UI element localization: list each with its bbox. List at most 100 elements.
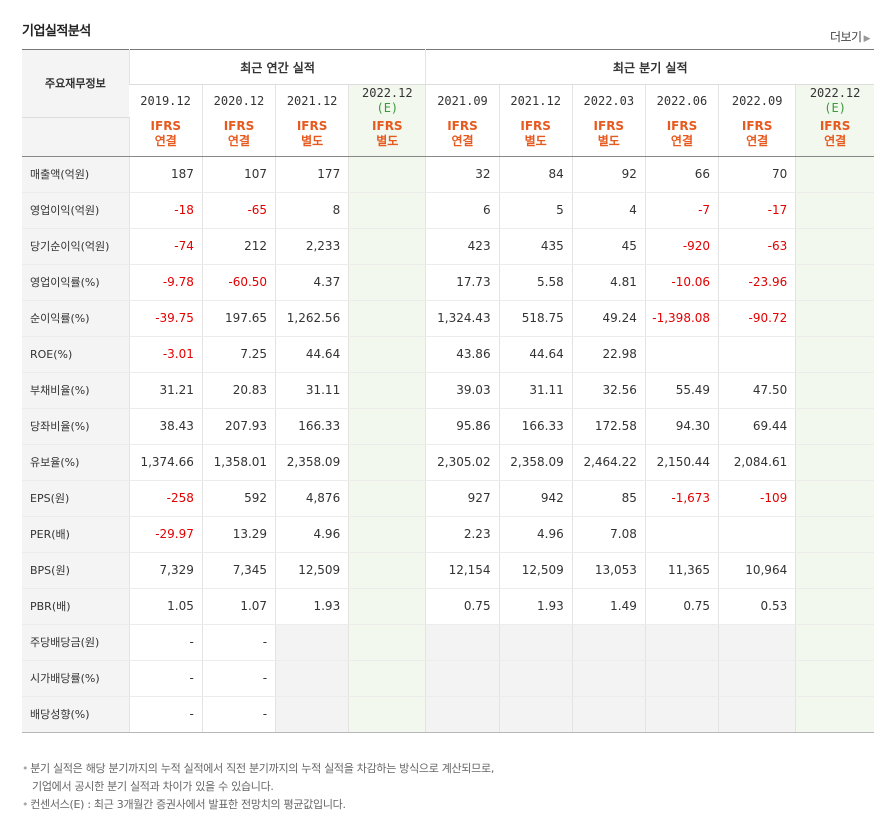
table-cell [348,444,426,481]
row-label: 배당성향(%) [22,696,130,733]
table-cell [795,479,874,517]
table-cell [425,660,500,697]
table-cell [348,479,426,517]
section-title: 기업실적분석 [22,24,91,39]
period-date-9: 2022.12 (E) [795,84,874,117]
table-cell: 32.56 [571,371,646,409]
table-cell: 2,464.22 [571,444,646,481]
table-cell: 39.03 [425,371,500,409]
row-label: ROE(%) [22,336,130,373]
table-cell [498,696,573,733]
table-cell [795,156,874,193]
table-cell [795,408,874,445]
period-date-1: 2020.12 [201,84,276,117]
row-label: BPS(원) [22,552,130,589]
table-cell: 7.25 [201,336,276,373]
table-cell [718,336,796,373]
table-cell: - [201,660,276,697]
table-cell: 13.29 [201,516,276,553]
table-cell: - [201,696,276,733]
table-cell: 12,154 [425,552,500,589]
table-cell [644,660,719,697]
period-basis-0: IFRS 연결 [128,117,203,157]
table-cell: 4 [571,192,646,229]
row-label: 영업이익(억원) [22,192,130,229]
table-cell: 1.07 [201,588,276,625]
table-row: 부채비율(%) 31.21 20.83 31.11 39.03 31.11 32.56 55.… [22,371,874,409]
table-cell: 70 [718,156,796,193]
table-cell [644,696,719,733]
table-cell [348,552,426,589]
table-cell: 85 [571,479,646,517]
table-cell: 1,374.66 [128,444,203,481]
table-row: PBR(배) 1.05 1.07 1.93 0.75 1.93 1.49 0.75 0.53 [22,588,874,625]
table-cell [348,696,426,733]
table-cell: -1,673 [644,479,719,517]
row-label: 순이익률(%) [22,300,130,337]
table-cell: 43.86 [425,336,500,373]
period-basis-6: IFRS 별도 [571,117,646,157]
row-label: 매출액(억원) [22,156,130,193]
table-row: 당좌비율(%) 38.43 207.93 166.33 95.86 166.33 172.5… [22,408,874,445]
period-date-4: 2021.09 [425,84,500,117]
table-cell [571,660,646,697]
table-cell [644,336,719,373]
row-label: PBR(배) [22,588,130,625]
table-cell: 12,509 [275,552,349,589]
group-quarter: 최근 분기 실적 [425,49,874,85]
table-cell: 435 [498,228,573,265]
table-cell [718,660,796,697]
table-cell: 38.43 [128,408,203,445]
footnotes: • 분기 실적은 해당 분기까지의 누적 실적에서 직전 분기까지의 누적 실적을… [22,760,494,814]
table-cell: 592 [201,479,276,517]
table-cell: 7,329 [128,552,203,589]
estimate-mark: (E) [376,101,399,115]
table-cell: 0.53 [718,588,796,625]
table-cell: 0.75 [425,588,500,625]
table-cell: 45 [571,228,646,265]
table-cell [795,336,874,373]
table-cell: -90.72 [718,300,796,337]
table-cell [795,228,874,265]
note-1-cont: 기업에서 공시한 분기 실적과 차이가 있을 수 있습니다. [32,780,274,793]
more-link[interactable]: 더보기 ▶ [830,28,871,45]
table-cell: 177 [275,156,349,193]
table-cell: 927 [425,479,500,517]
financial-table: 주요재무정보 최근 연간 실적 최근 분기 실적 2019.12 2020.12 2… [22,49,874,733]
table-cell: -9.78 [128,263,203,301]
period-date-3: 2022.12 (E) [348,84,426,117]
table-cell [644,516,719,553]
table-cell: 1.93 [498,588,573,625]
table-cell [795,588,874,625]
table-cell [348,263,426,301]
table-cell: 84 [498,156,573,193]
table-cell: -29.97 [128,516,203,553]
table-cell [348,336,426,373]
table-cell: -3.01 [128,336,203,373]
table-cell [795,696,874,733]
table-cell [644,623,719,661]
period-basis-8: IFRS 연결 [718,117,796,157]
row-label: 부채비율(%) [22,371,130,409]
table-cell [718,516,796,553]
row-header: 주요재무정보 [22,49,130,118]
table-cell: 212 [201,228,276,265]
table-cell: 107 [201,156,276,193]
table-cell: 12,509 [498,552,573,589]
table-cell: 11,365 [644,552,719,589]
table-cell: 47.50 [718,371,796,409]
table-row: 영업이익(억원) -18 -65 8 6 5 4 -7 -17 [22,192,874,229]
table-cell [498,660,573,697]
table-cell: 44.64 [498,336,573,373]
table-cell: -920 [644,228,719,265]
table-cell: 1.49 [571,588,646,625]
table-cell: 4.81 [571,263,646,301]
table-cell: 7,345 [201,552,276,589]
table-cell [718,696,796,733]
table-cell: 31.21 [128,371,203,409]
table-cell [348,516,426,553]
table-cell [795,192,874,229]
row-header-blank [22,117,130,157]
table-cell [795,444,874,481]
table-cell: 2,084.61 [718,444,796,481]
